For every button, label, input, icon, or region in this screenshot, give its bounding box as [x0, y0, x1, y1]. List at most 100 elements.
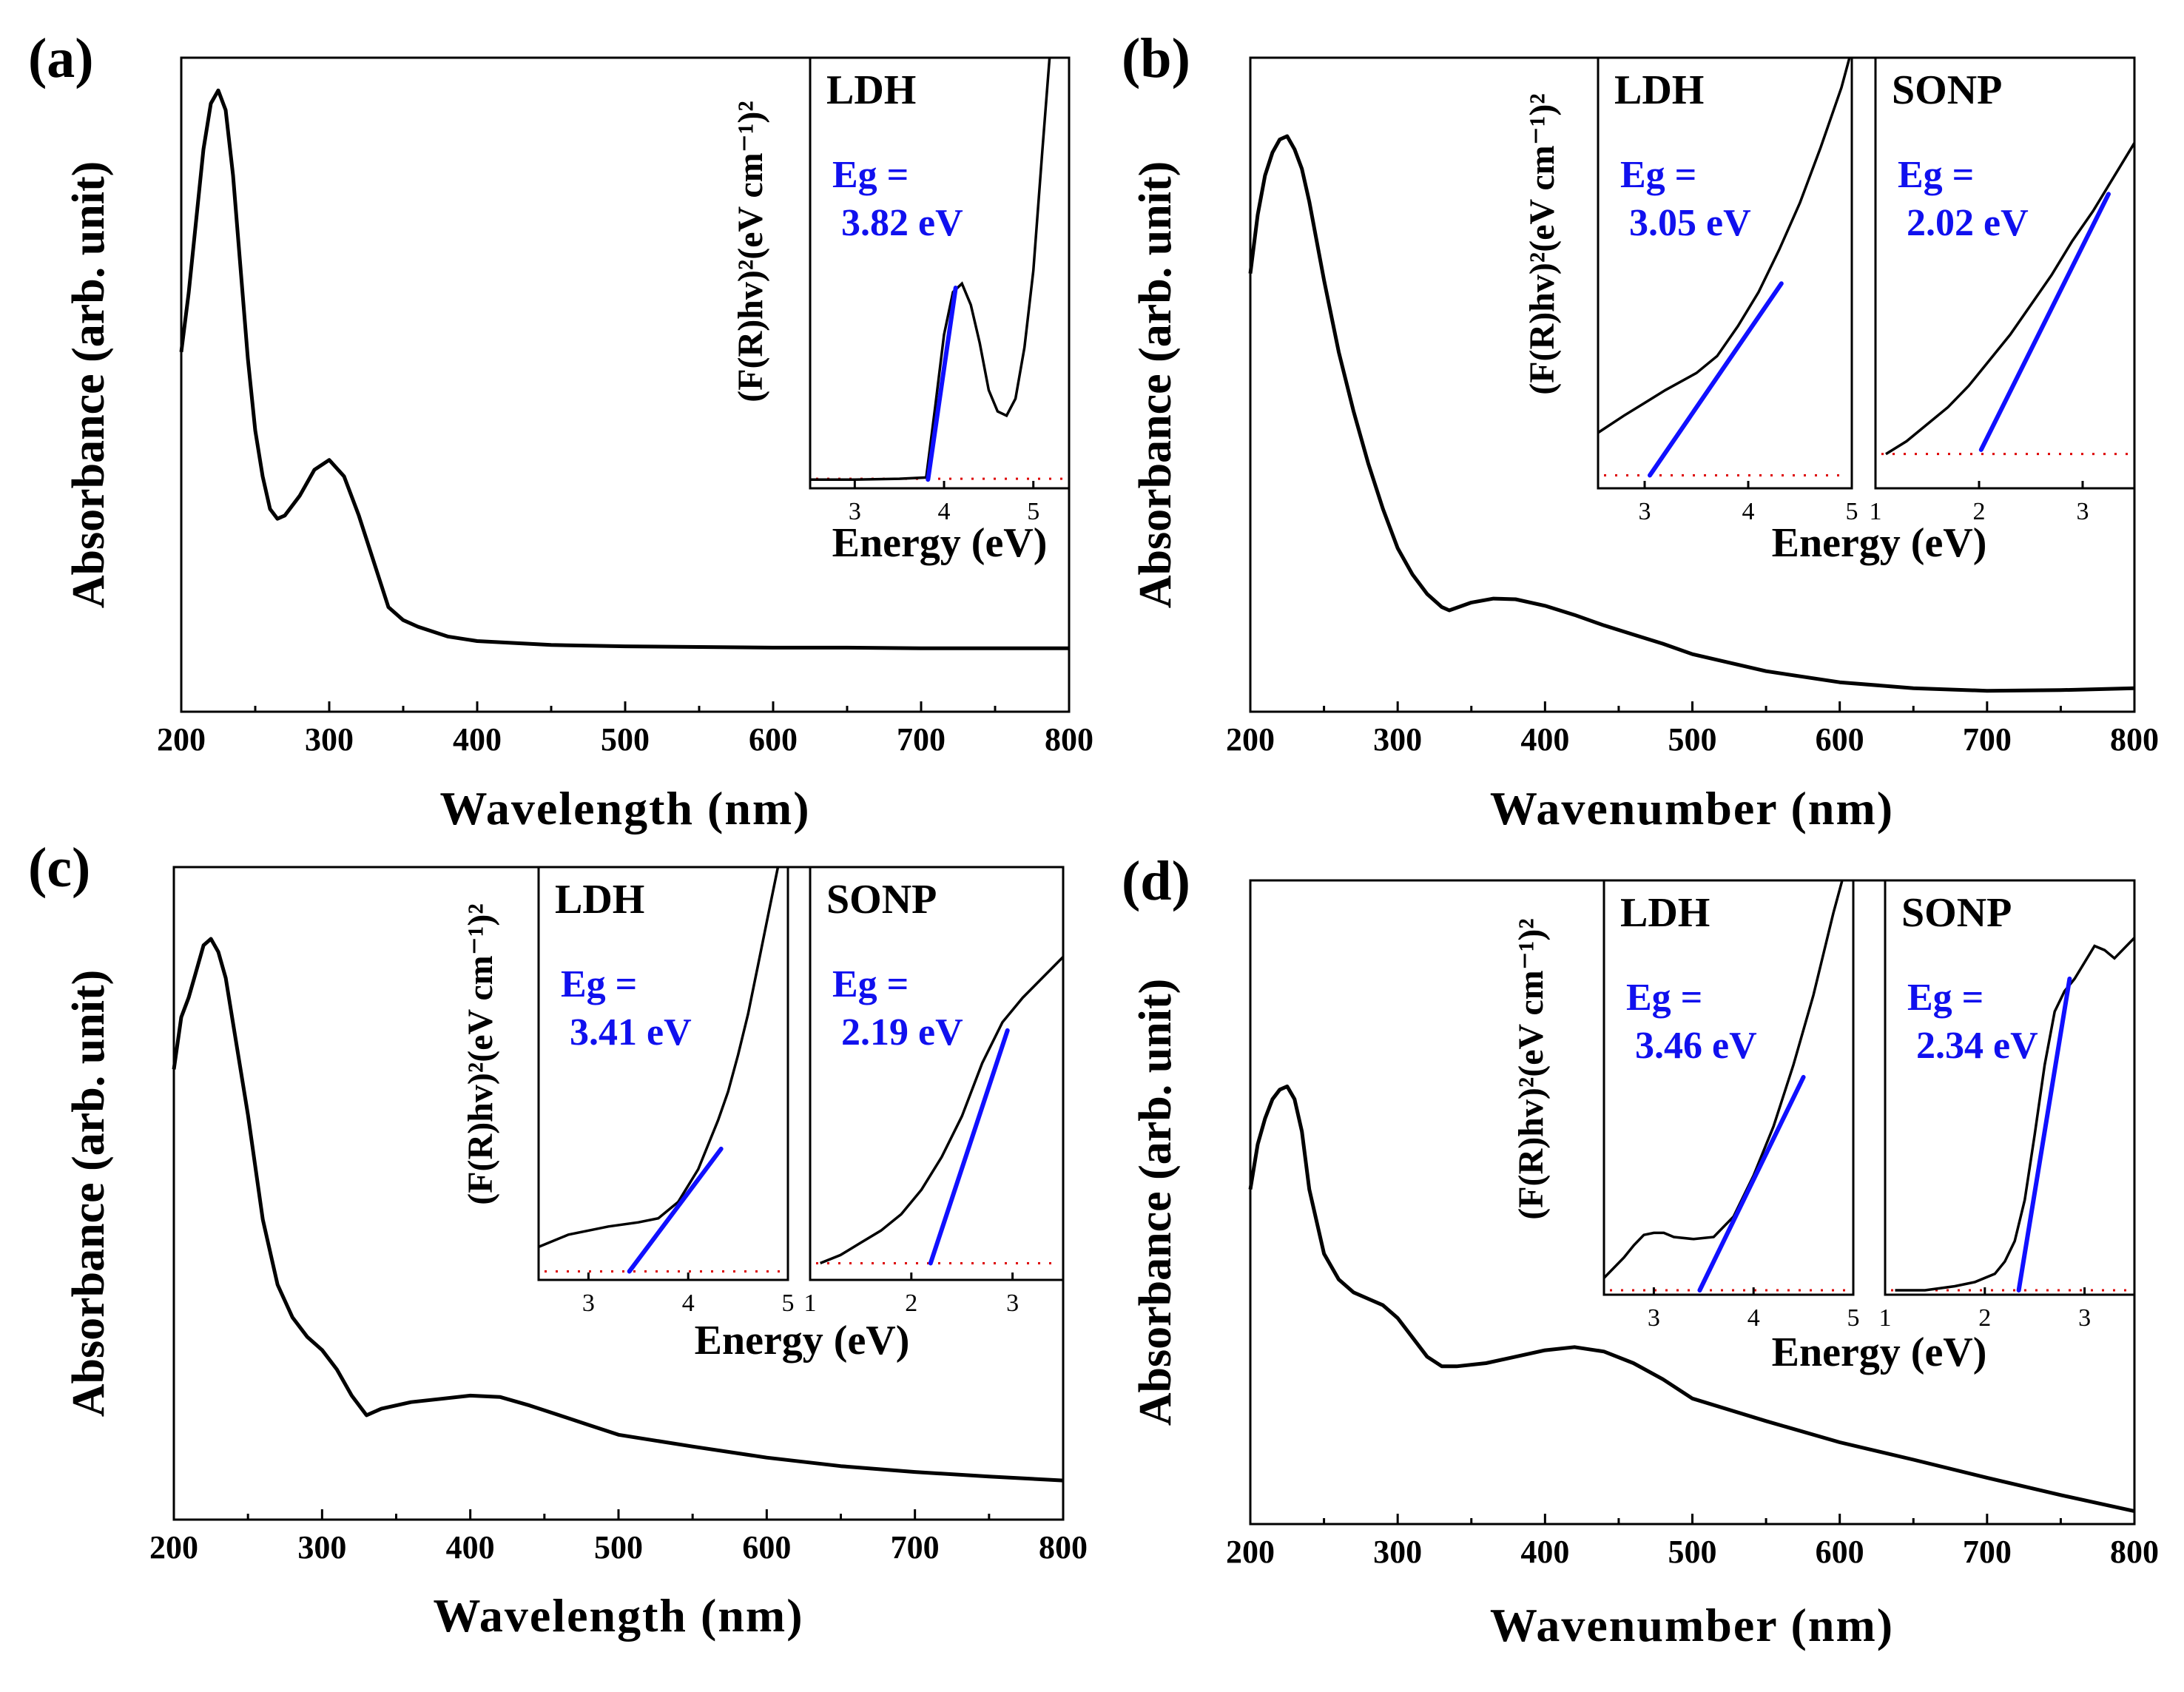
fit-line	[1978, 192, 2111, 452]
inset-sonp: SONP Eg = 2.02 eV 1 2 3	[1870, 56, 2136, 525]
inset-sonp: SONP Eg = 2.34 eV 1 2 3	[1879, 879, 2136, 1332]
fit-line	[2016, 976, 2072, 1292]
x-tick-label: 600	[742, 1529, 791, 1565]
inset-x-tick-label: 2	[1973, 498, 1986, 525]
tauc-curve	[1598, 58, 1851, 434]
fit-line	[928, 1028, 1010, 1266]
x-tick-label: 800	[2110, 721, 2159, 758]
inset-y-axis-title: (F(R)hv)²(eV cm⁻¹)²	[1511, 918, 1551, 1219]
bandgap-label: Eg =	[832, 154, 909, 196]
inset-x-tick-label: 4	[938, 498, 951, 525]
x-tick-label: 200	[157, 721, 206, 758]
bandgap-label: Eg =	[1626, 977, 1702, 1019]
tauc-curve	[1885, 142, 2134, 456]
inset-x-tick-label: 3	[2078, 1304, 2091, 1332]
x-tick-label: 200	[1226, 1534, 1275, 1570]
tauc-curve	[539, 867, 780, 1249]
x-tick-label: 800	[1045, 721, 1093, 758]
fit-line	[1648, 281, 1784, 478]
inset-ldh: LDH Eg = 3.05 eV 3 4 5 (F(R)hv)²(eV cm⁻¹)² Ener…	[1523, 56, 1987, 566]
inset-sonp: SONP Eg = 2.19 eV 1 2 3	[804, 866, 1065, 1317]
inset-x-tick-label: 3	[1648, 1304, 1660, 1332]
bandgap-value: 2.34 eV	[1916, 1025, 2038, 1067]
fit-line	[926, 286, 958, 482]
x-axis-title: Wavenumber (nm)	[1490, 1599, 1894, 1651]
x-tick-label: 500	[1668, 721, 1717, 758]
x-tick-label: 700	[897, 721, 946, 758]
inset-x-tick-label: 1	[804, 1290, 817, 1317]
panel-c: (c) 200 300 400 500 600 700 800 Wavelength (nm) A…	[28, 837, 1088, 1642]
inset-frame	[1874, 56, 2136, 490]
x-tick-label: 300	[1373, 1534, 1422, 1570]
inset-x-tick-label: 2	[905, 1290, 917, 1317]
bandgap-value: 3.46 eV	[1635, 1025, 1757, 1067]
inset-frame	[1602, 879, 1855, 1296]
inset-frame	[537, 866, 789, 1281]
panel-label: (d)	[1122, 850, 1190, 912]
x-axis-title: Wavenumber (nm)	[1490, 782, 1894, 835]
x-tick-label: 800	[2110, 1534, 2159, 1570]
tauc-curve	[1895, 937, 2134, 1292]
y-axis-title: Absorbance (arb. unit)	[64, 161, 114, 609]
x-tick-label: 200	[1226, 721, 1275, 758]
bandgap-value: 3.05 eV	[1629, 202, 1751, 244]
inset-ldh: LDH Eg = 3.46 eV 3 4 5 (F(R)hv)²(eV cm⁻¹)² Ener…	[1511, 879, 1987, 1375]
inset-ldh: LDH Eg = 3.82 eV 3 4 5 (F(R)hv)²(eV cm⁻¹)² Ener…	[731, 56, 1071, 566]
x-tick-label: 600	[1816, 721, 1864, 758]
inset-x-tick-label: 4	[682, 1290, 695, 1317]
inset-label: LDH	[1614, 67, 1704, 113]
x-tick-label: 500	[1668, 1534, 1717, 1570]
panel-d: (d) 200 300 400 500 600 700 800 Wavenumber (nm) A…	[1122, 850, 2159, 1651]
inset-x-tick-label: 1	[1879, 1304, 1892, 1332]
inset-y-axis-title: (F(R)hv)²(eV cm⁻¹)²	[731, 101, 770, 402]
x-tick-label: 400	[446, 1529, 495, 1565]
inset-x-tick-label: 3	[582, 1290, 595, 1317]
inset-label: SONP	[826, 877, 937, 923]
inset-x-axis-title: Energy (eV)	[1772, 1329, 1987, 1375]
fit-line	[1697, 1074, 1806, 1292]
inset-x-axis-title: Energy (eV)	[695, 1318, 910, 1364]
inset-x-tick-label: 3	[849, 498, 861, 525]
bandgap-value: 2.19 eV	[841, 1011, 963, 1054]
absorbance-curve	[1248, 134, 2135, 693]
inset-x-tick-label: 1	[1870, 498, 1882, 525]
inset-x-tick-label: 3	[1639, 498, 1651, 525]
y-axis-title: Absorbance (arb. unit)	[1130, 979, 1181, 1426]
inset-x-axis-title: Energy (eV)	[1772, 520, 1987, 566]
inset-ldh: LDH Eg = 3.41 eV 3 4 5 (F(R)hv)²(eV cm⁻¹)² Ener…	[461, 866, 910, 1364]
inset-frame	[1884, 879, 2136, 1296]
x-tick-label: 400	[1520, 721, 1569, 758]
inset-label: SONP	[1901, 890, 2012, 936]
inset-x-tick-label: 3	[1006, 1290, 1019, 1317]
bandgap-value: 2.02 eV	[1907, 202, 2029, 244]
inset-x-tick-label: 2	[1978, 1304, 1991, 1332]
fit-line	[627, 1146, 724, 1274]
inset-x-axis-title: Energy (eV)	[832, 520, 1048, 566]
inset-x-tick-label: 4	[1747, 1304, 1760, 1332]
x-tick-label: 400	[453, 721, 502, 758]
inset-x-tick-label: 5	[1027, 498, 1039, 525]
x-tick-label: 500	[594, 1529, 643, 1565]
inset-frame	[809, 866, 1065, 1281]
bandgap-label: Eg =	[1620, 154, 1696, 196]
panel-label: (a)	[28, 27, 94, 90]
inset-label: LDH	[1620, 890, 1710, 936]
inset-frame	[809, 56, 1071, 490]
inset-x-tick-label: 5	[782, 1290, 795, 1317]
x-tick-label: 200	[149, 1529, 198, 1565]
inset-x-tick-label: 3	[2077, 498, 2089, 525]
bandgap-value: 3.82 eV	[841, 202, 963, 244]
inset-frame	[1597, 56, 1853, 490]
x-axis-title: Wavelength (nm)	[439, 782, 810, 835]
panel-a: (a) 200 300 400 500 600 700 800 Wavelength (nm) A…	[28, 27, 1093, 835]
x-tick-label: 300	[297, 1529, 346, 1565]
inset-label: SONP	[1892, 67, 2002, 113]
inset-label: LDH	[555, 877, 644, 923]
x-tick-label: 700	[1963, 721, 2012, 758]
inset-y-axis-title: (F(R)hv)²(eV cm⁻¹)²	[1523, 93, 1562, 394]
x-tick-label: 500	[601, 721, 650, 758]
y-axis-title: Absorbance (arb. unit)	[1130, 161, 1181, 609]
tauc-curve	[820, 956, 1063, 1265]
x-tick-label: 300	[305, 721, 354, 758]
